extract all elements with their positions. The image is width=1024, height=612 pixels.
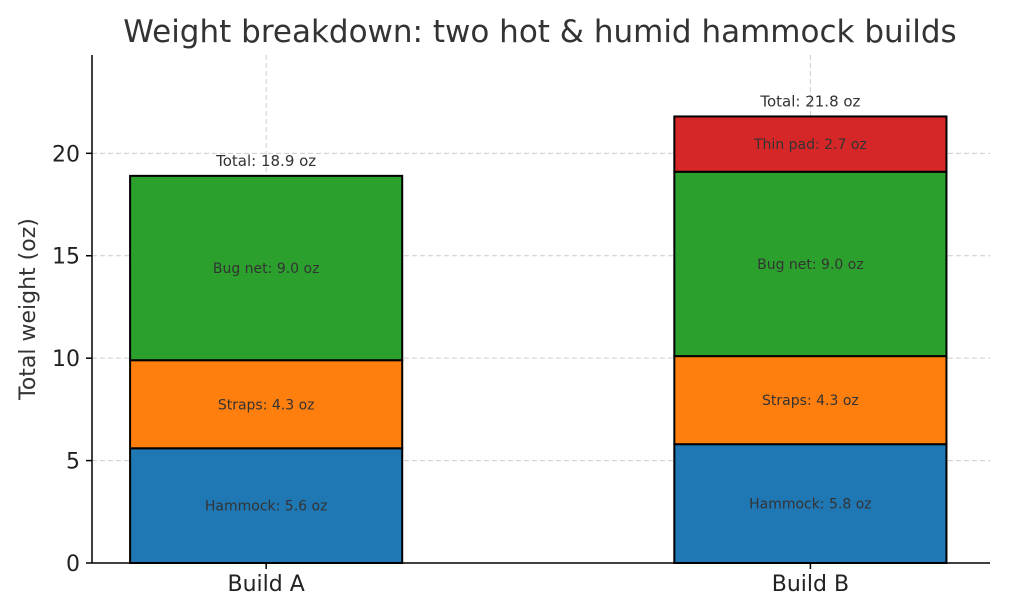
y-tick-label: 5 — [66, 450, 80, 475]
segment-label: Bug net: 9.0 oz — [213, 261, 320, 277]
chart-title: Weight breakdown: two hot & humid hammoc… — [123, 14, 956, 50]
segment-label: Bug net: 9.0 oz — [757, 257, 864, 273]
bar-segment — [129, 447, 404, 564]
y-tick-label: 10 — [52, 347, 80, 372]
segment-label: Hammock: 5.6 oz — [205, 499, 328, 515]
x-tick-label: Build A — [228, 572, 305, 597]
y-axis-label: Total weight (oz) — [16, 218, 41, 401]
segment-label: Hammock: 5.8 oz — [749, 497, 872, 513]
total-label: Total: 18.9 oz — [215, 152, 316, 170]
axes: Build A Build B 0 5 10 15 20 — [52, 55, 990, 597]
segment-label: Straps: 4.3 oz — [762, 393, 859, 409]
y-tick-label: 15 — [52, 245, 80, 270]
y-tick-label: 0 — [66, 552, 80, 577]
bar-segment — [129, 359, 404, 450]
total-label: Total: 21.8 oz — [759, 92, 860, 110]
bar-segment — [129, 174, 404, 362]
segment-label: Straps: 4.3 oz — [218, 397, 315, 413]
bars: Hammock: 5.6 oz Straps: 4.3 oz Bug net: 9.… — [129, 92, 948, 564]
bar-segment — [673, 115, 948, 173]
y-tick-label: 20 — [52, 142, 80, 167]
segment-label: Thin pad: 2.7 oz — [753, 137, 867, 153]
x-tick-label: Build B — [772, 572, 849, 597]
